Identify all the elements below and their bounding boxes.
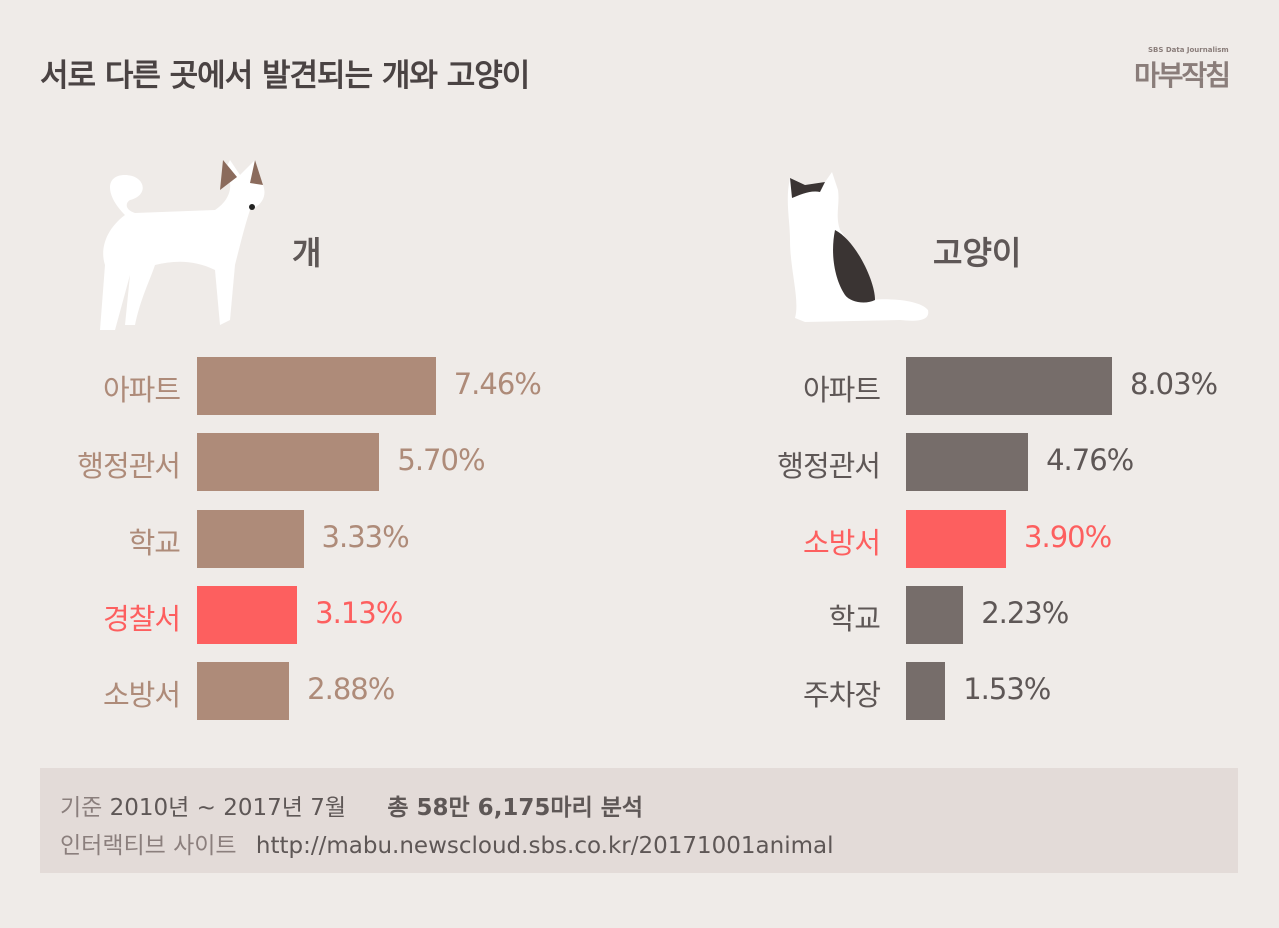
page-title: 서로 다른 곳에서 발견되는 개와 고양이: [40, 58, 530, 94]
footer-line-site: 인터랙티브 사이트 http://mabu.newscloud.sbs.co.k…: [60, 826, 834, 860]
logo-subtitle: SBS Data Journalism: [1148, 46, 1229, 54]
footer-line-basis: 기준 2010년 ~ 2017년 7월 총 58만 6,175마리 분석: [60, 788, 643, 822]
dog-value-label: 3.13%: [315, 596, 403, 630]
dog-category-label: 행정관서: [77, 449, 181, 483]
total-count: 총 58만 6,175마리 분석: [387, 795, 644, 821]
cat-bar: [906, 510, 1007, 568]
cat-category-label: 아파트: [802, 373, 881, 407]
cat-value-label: 2.23%: [981, 596, 1069, 630]
cat-chart-title: 고양이: [933, 234, 1022, 272]
footer-box: 기준 2010년 ~ 2017년 7월 총 58만 6,175마리 분석 인터랙…: [40, 768, 1238, 873]
basis-period: 2010년 ~ 2017년 7월: [109, 795, 347, 821]
logo-text: 마부작침: [1134, 59, 1231, 92]
dog-bar: [197, 510, 304, 568]
dog-bar: [197, 586, 298, 644]
cat-value-label: 1.53%: [963, 672, 1051, 706]
dog-chart-title: 개: [292, 234, 322, 272]
site-url-link[interactable]: http://mabu.newscloud.sbs.co.kr/20171001…: [255, 833, 834, 859]
dog-value-label: 2.88%: [307, 672, 395, 706]
dog-category-label: 학교: [128, 526, 181, 560]
dog-value-label: 3.33%: [321, 520, 410, 554]
cat-category-label: 학교: [828, 602, 881, 636]
dog-value-label: 7.46%: [453, 367, 542, 401]
dog-bar: [197, 662, 290, 720]
dog-bar: [197, 357, 436, 415]
cat-bar: [906, 586, 964, 644]
cat-category-label: 주차장: [802, 678, 881, 712]
dog-category-label: 소방서: [102, 678, 181, 712]
cat-category-label: 소방서: [802, 526, 881, 560]
site-label: 인터랙티브 사이트: [60, 833, 237, 859]
dog-category-label: 아파트: [102, 373, 181, 407]
cat-value-label: 3.90%: [1024, 520, 1112, 554]
cat-illustration: [787, 172, 929, 322]
cat-value-label: 4.76%: [1046, 443, 1134, 477]
cat-bar: [906, 433, 1029, 491]
dog-bar: [197, 433, 380, 491]
dog-illustration: [100, 160, 265, 330]
dog-value-label: 5.70%: [397, 443, 485, 477]
cat-value-label: 8.03%: [1129, 367, 1218, 401]
cat-bar: [906, 662, 946, 720]
cat-bar: [906, 357, 1112, 415]
dog-category-label: 경찰서: [102, 602, 181, 636]
cat-category-label: 행정관서: [777, 449, 881, 483]
basis-label: 기준: [60, 795, 103, 821]
logo: SBS Data Journalism 마부작침: [1134, 44, 1240, 92]
